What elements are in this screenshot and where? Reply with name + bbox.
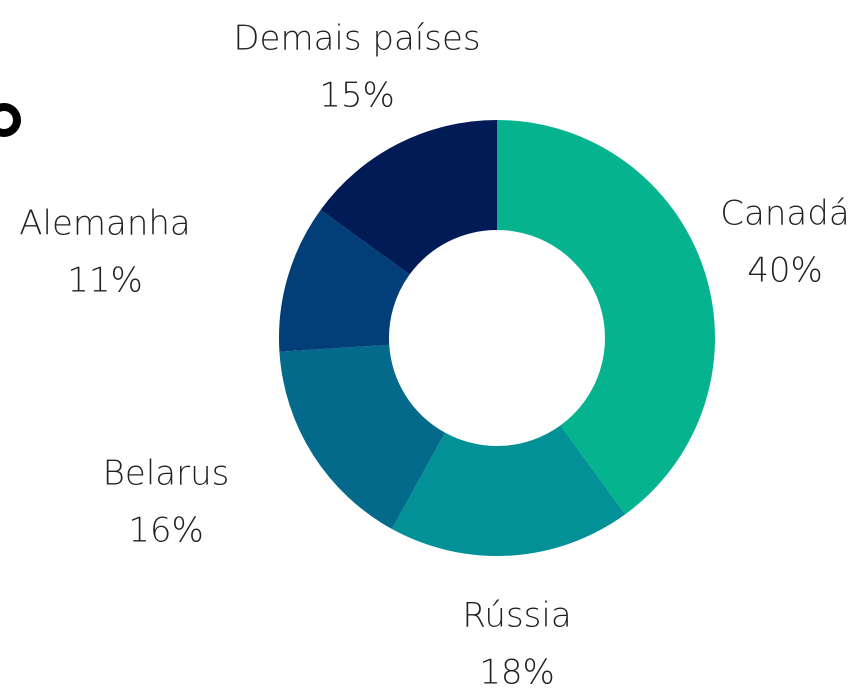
- slice-label: Alemanha: [19, 204, 191, 244]
- decoration: [0, 103, 21, 137]
- donut-slice: [279, 344, 445, 530]
- value-label: 16%: [128, 511, 204, 551]
- slice-label: Belarus: [103, 454, 230, 494]
- donut-slice: [279, 209, 410, 352]
- value-label: 11%: [67, 261, 143, 301]
- slice-label: Demais países: [233, 19, 480, 59]
- value-label: 40%: [747, 251, 823, 291]
- donut-slice: [391, 425, 626, 556]
- donut-slice: [320, 119, 497, 275]
- donut-slice: [497, 120, 715, 515]
- value-label: 15%: [319, 76, 395, 116]
- slice-label: Canadá: [720, 194, 849, 234]
- slice-label: Rússia: [462, 596, 571, 636]
- value-label: 18%: [479, 653, 555, 692]
